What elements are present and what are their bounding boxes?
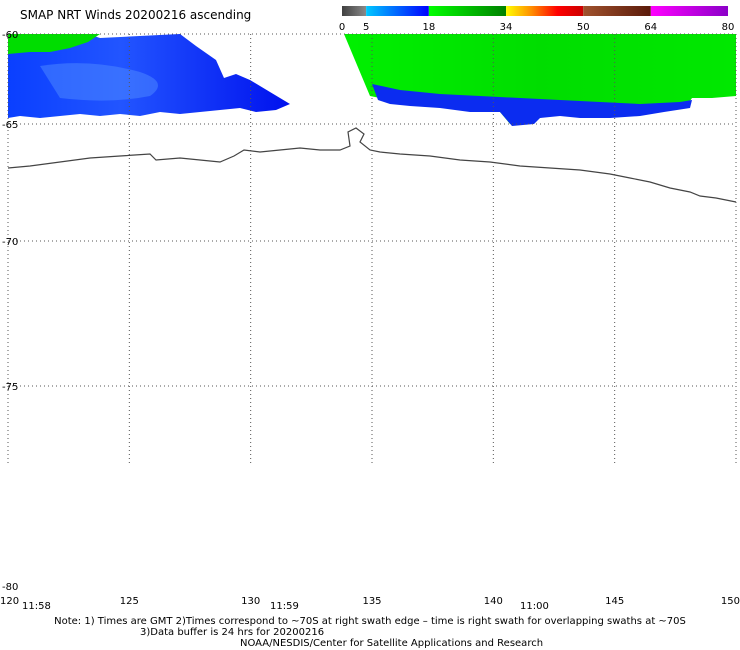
colorbar-label: 50 bbox=[577, 22, 590, 33]
longitude-label: 135 bbox=[362, 596, 381, 607]
colorbar-label: 64 bbox=[644, 22, 657, 33]
note-line-3: NOAA/NESDIS/Center for Satellite Applica… bbox=[240, 638, 544, 649]
colorbar-label: 0 bbox=[339, 22, 345, 33]
colorbar-segment bbox=[428, 6, 507, 16]
colorbar-segment bbox=[342, 6, 367, 16]
longitude-label: 145 bbox=[605, 596, 624, 607]
longitude-label: 150 bbox=[721, 596, 740, 607]
colorbar-label: 18 bbox=[422, 22, 435, 33]
swath-time-label: 11:59 bbox=[270, 601, 299, 612]
note-line-1: Note: 1) Times are GMT 2)Times correspon… bbox=[54, 616, 686, 627]
longitude-label: 125 bbox=[120, 596, 139, 607]
longitude-labels: 120 125 130 135 140 145 150 bbox=[0, 596, 740, 607]
longitude-label: 120 bbox=[0, 596, 19, 607]
note-line-2: 3)Data buffer is 24 hrs for 20200216 bbox=[140, 627, 325, 638]
time-labels: 11:58 11:59 11:00 bbox=[22, 601, 549, 612]
latitude-label: -75 bbox=[2, 382, 18, 393]
wind-swath-left bbox=[8, 34, 290, 118]
latitude-labels: -60 -65 -70 -75 -80 bbox=[2, 30, 18, 593]
wind-swath-right bbox=[344, 34, 736, 126]
longitude-label: 130 bbox=[241, 596, 260, 607]
colorbar: 0 5 18 34 50 64 80 bbox=[339, 6, 735, 33]
latitude-label: -60 bbox=[2, 30, 18, 41]
latitude-label: -70 bbox=[2, 237, 18, 248]
swath-time-label: 11:58 bbox=[22, 601, 51, 612]
colorbar-label: 80 bbox=[722, 22, 735, 33]
latitude-label: -80 bbox=[2, 582, 18, 593]
colorbar-segment bbox=[583, 6, 651, 16]
colorbar-segment bbox=[650, 6, 728, 16]
colorbar-segment bbox=[506, 6, 584, 16]
colorbar-label: 5 bbox=[363, 22, 369, 33]
graticule bbox=[7, 33, 737, 464]
map-title: SMAP NRT Winds 20200216 ascending bbox=[20, 8, 252, 22]
antarctic-coastline bbox=[7, 127, 737, 203]
colorbar-segment bbox=[366, 6, 429, 16]
latitude-label: -65 bbox=[2, 120, 18, 131]
longitude-label: 140 bbox=[484, 596, 503, 607]
colorbar-label: 34 bbox=[500, 22, 513, 33]
swath-time-label: 11:00 bbox=[520, 601, 549, 612]
